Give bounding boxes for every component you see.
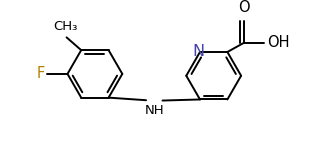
Text: CH₃: CH₃ [53, 20, 78, 33]
Text: N: N [192, 44, 204, 59]
Text: F: F [36, 66, 45, 81]
Text: O: O [238, 0, 250, 15]
Text: NH: NH [144, 104, 164, 117]
Text: OH: OH [267, 35, 289, 50]
